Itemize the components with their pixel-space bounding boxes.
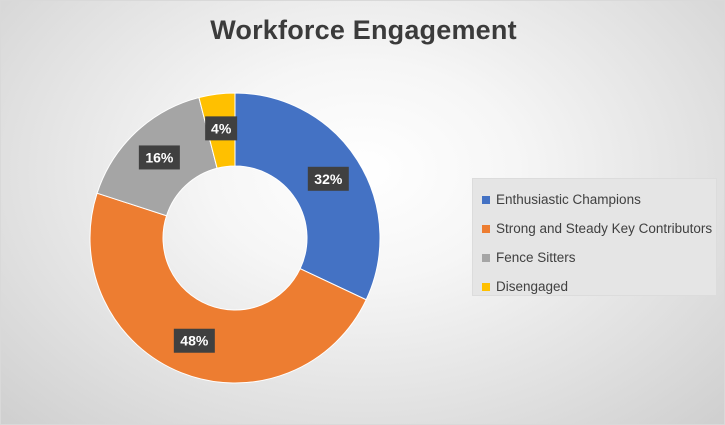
data-label-disengaged: 4%	[211, 120, 232, 136]
legend-swatch	[482, 282, 490, 291]
legend-swatch	[482, 224, 490, 233]
slice-strong-and-steady-key-contributors	[89, 192, 367, 384]
chart-title: Workforce Engagement	[210, 15, 517, 45]
slice-enthusiastic-champions	[234, 92, 381, 301]
legend-swatch	[482, 195, 490, 204]
legend-item-disengaged: Disengaged	[482, 272, 716, 301]
data-label-strong-and-steady-key-contributors: 48%	[180, 333, 209, 349]
legend-label: Enthusiastic Champions	[496, 192, 641, 207]
legend-swatch	[482, 253, 490, 262]
data-label-box-strong-and-steady-key-contributors	[173, 328, 215, 353]
legend-label: Strong and Steady Key Contributors	[496, 221, 713, 236]
data-label-box-disengaged	[205, 116, 238, 141]
chart-legend: Enthusiastic Champions Strong and Steady …	[472, 178, 717, 296]
donut-data-labels: 32% 48% 16% 4%	[138, 116, 349, 353]
data-label-fence-sitters: 16%	[145, 149, 174, 165]
data-label-enthusiastic-champions: 32%	[314, 171, 343, 187]
legend-item-strong-and-steady-key-contributors: Strong and Steady Key Contributors	[482, 214, 716, 243]
legend-item-fence-sitters: Fence Sitters	[482, 243, 716, 272]
legend-label: Disengaged	[496, 279, 569, 294]
data-label-box-enthusiastic-champions	[307, 166, 349, 191]
donut-slices	[89, 92, 381, 384]
legend-label: Fence Sitters	[496, 250, 576, 265]
data-label-box-fence-sitters	[138, 145, 180, 170]
legend-item-enthusiastic-champions: Enthusiastic Champions	[482, 185, 716, 214]
